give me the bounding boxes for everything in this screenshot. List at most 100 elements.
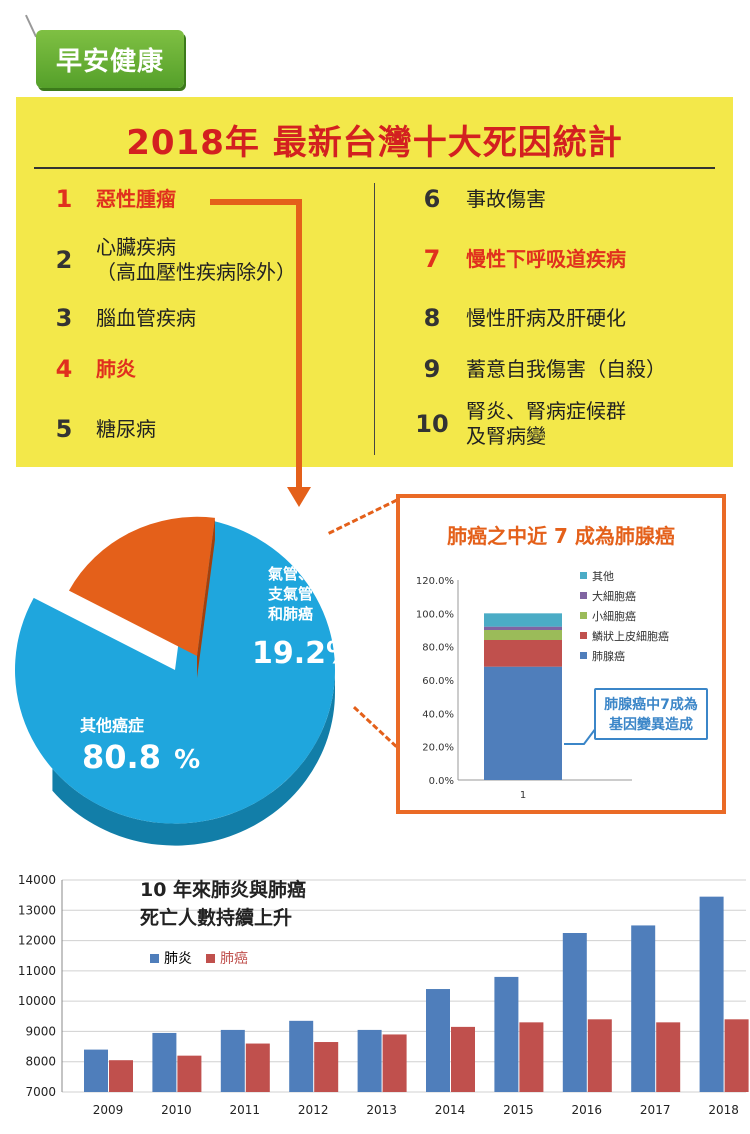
bar-肺癌-2010 — [177, 1055, 202, 1092]
stack-segment-大細胞癌 — [484, 626, 562, 630]
bar-肺癌-2009 — [109, 1060, 133, 1092]
cause-label: 腦血管疾病 — [96, 305, 196, 330]
cause-number: 9 — [423, 355, 441, 383]
x-tick-label: 2014 — [435, 1103, 466, 1117]
legend-label: 大細胞癌 — [592, 589, 636, 603]
callout-line2: 基因變異造成 — [609, 717, 693, 733]
cause-label-line2: 及腎病變 — [466, 424, 546, 448]
title-rule — [34, 167, 715, 169]
cause-label: 慢性下呼吸道疾病 — [466, 246, 626, 271]
y-tick-label: 20.0% — [422, 743, 454, 754]
x-tick-label: 2015 — [503, 1103, 534, 1117]
panel-title: 2018年 最新台灣十大死因統計 — [126, 123, 623, 163]
inset-chart-title: 肺癌之中近 7 成為肺腺癌 — [447, 524, 675, 548]
legend-label: 其他 — [592, 570, 614, 583]
legend-swatch — [580, 592, 587, 599]
legend-item-pneumonia: 肺炎 — [150, 948, 192, 968]
bar-肺癌-2013 — [382, 1034, 407, 1092]
x-tick-label: 2013 — [366, 1103, 397, 1117]
y-tick-label: 120.0% — [416, 576, 454, 587]
cause-label-line1: 腎炎、腎病症候群 — [466, 399, 626, 423]
stack-segment-肺腺癌 — [484, 666, 562, 780]
lung-cancer-breakdown-box: 肺癌之中近 7 成為肺腺癌 0.0% 20.0% 40.0% 60.0% 80.0% 10… — [396, 494, 726, 814]
lung-slice-label-line1: 氣管、 — [268, 565, 314, 583]
x-tick-label: 2011 — [230, 1103, 261, 1117]
cause-number: 10 — [415, 410, 449, 438]
other-slice-value: 80.8 % — [82, 738, 200, 776]
cause-item-10: 10 腎炎、腎病症候群 及腎病變 — [412, 399, 626, 449]
legend-label: 肺腺癌 — [592, 649, 625, 663]
y-tick-label: 14000 — [18, 873, 56, 887]
bar-chart-legend: 肺炎 肺癌 — [150, 948, 248, 968]
cause-label: 慢性肝病及肝硬化 — [466, 305, 626, 330]
x-tick-label: 2017 — [640, 1103, 671, 1117]
stack-segment-小細胞癌 — [484, 630, 562, 640]
cancer-pie-chart — [14, 516, 335, 846]
cause-item-9: 9 蓄意自我傷害（自殺） — [412, 355, 666, 383]
other-slice-label: 其他癌症 — [80, 716, 145, 735]
cause-label: 蓄意自我傷害（自殺） — [466, 356, 666, 381]
x-tick-label: 2016 — [572, 1103, 603, 1117]
pie-slice-other-cancer-depth — [52, 670, 335, 846]
pie-slice-other-cancer — [14, 517, 335, 824]
bar-肺炎-2015 — [494, 976, 519, 1092]
cause-item-5: 5 糖尿病 — [44, 415, 156, 443]
brand-logo[interactable]: 早安健康 — [36, 30, 184, 88]
y-tick-label: 12000 — [18, 934, 56, 948]
pie-slice-lung-cancer-depth — [197, 517, 215, 678]
bar-肺炎-2014 — [426, 989, 450, 1092]
y-tick-label: 40.0% — [422, 709, 454, 720]
legend-swatch — [580, 652, 587, 659]
legend-label: 肺炎 — [164, 951, 192, 967]
legend-swatch — [580, 632, 587, 639]
y-tick-label: 0.0% — [429, 776, 454, 787]
y-tick-label: 10000 — [18, 994, 56, 1008]
y-tick-label: 11000 — [18, 964, 56, 978]
bar-肺炎-2016 — [562, 933, 587, 1092]
cause-label-line1: 心臟疾病 — [96, 235, 176, 259]
legend-label: 鱗狀上皮細胞癌 — [592, 629, 669, 643]
lung-slice-label-line3: 和肺癌 — [268, 605, 314, 623]
legend-swatch — [580, 612, 587, 619]
stacked-bar-chart: 0.0% 20.0% 40.0% 60.0% 80.0% 100.0% 120.0% 1 其他大… — [416, 570, 669, 801]
y-tick-label: 13000 — [18, 903, 56, 917]
legend-label: 肺癌 — [220, 951, 248, 967]
cause-number: 1 — [55, 185, 73, 213]
bar-肺炎-2012 — [289, 1020, 314, 1092]
bar-chart-title: 10 年來肺炎與肺癌 死亡人數持續上升 — [140, 876, 306, 932]
cause-item-8: 8 慢性肝病及肝硬化 — [412, 304, 626, 332]
lung-slice-value: 19.2% — [252, 636, 357, 671]
bar-肺癌-2015 — [519, 1022, 544, 1092]
cause-item-3: 3 腦血管疾病 — [44, 304, 196, 332]
cause-label: 肺炎 — [96, 356, 136, 381]
top-ten-panel: 2018年 最新台灣十大死因統計 1 惡性腫瘤 2 心臟疾病 （高血壓性疾病除外… — [16, 97, 733, 467]
bar-chart-title-line2: 死亡人數持續上升 — [140, 907, 293, 929]
callout-pointer — [564, 727, 597, 745]
arrow-down-icon — [287, 487, 311, 507]
other-slice-number: 80.8 — [82, 738, 161, 776]
pneumonia-lungcancer-bar-chart: 7000 8000 9000 10000 11000 12000 13000 14000 200… — [18, 873, 749, 1117]
x-tick-label: 2018 — [708, 1103, 739, 1117]
cause-number: 2 — [55, 246, 73, 274]
cause-number: 4 — [55, 355, 73, 383]
pie-slice-lung-cancer — [68, 516, 215, 656]
lung-slice-label: 氣管、 支氣管 和肺癌 — [268, 564, 313, 624]
x-tick-label: 2009 — [93, 1103, 124, 1117]
cause-item-2: 2 心臟疾病 （高血壓性疾病除外） — [44, 235, 296, 285]
legend-label: 小細胞癌 — [592, 609, 636, 623]
cause-number: 6 — [423, 185, 441, 213]
x-tick-label: 1 — [520, 790, 526, 801]
callout-line1: 肺腺癌中7成為 — [604, 697, 698, 713]
y-tick-label: 8000 — [25, 1055, 56, 1069]
cause-label: 糖尿病 — [96, 416, 156, 441]
bar-肺炎-2017 — [631, 925, 656, 1092]
bar-肺癌-2012 — [314, 1042, 339, 1092]
y-tick-label: 60.0% — [422, 676, 454, 687]
bar-肺炎-2011 — [220, 1029, 245, 1092]
cause-item-1: 1 惡性腫瘤 — [44, 185, 176, 213]
cause-number: 5 — [55, 415, 73, 443]
stack-segment-其他 — [484, 613, 562, 627]
cause-number: 8 — [423, 304, 441, 332]
other-slice-unit: % — [174, 745, 201, 775]
bar-肺癌-2014 — [451, 1026, 475, 1092]
